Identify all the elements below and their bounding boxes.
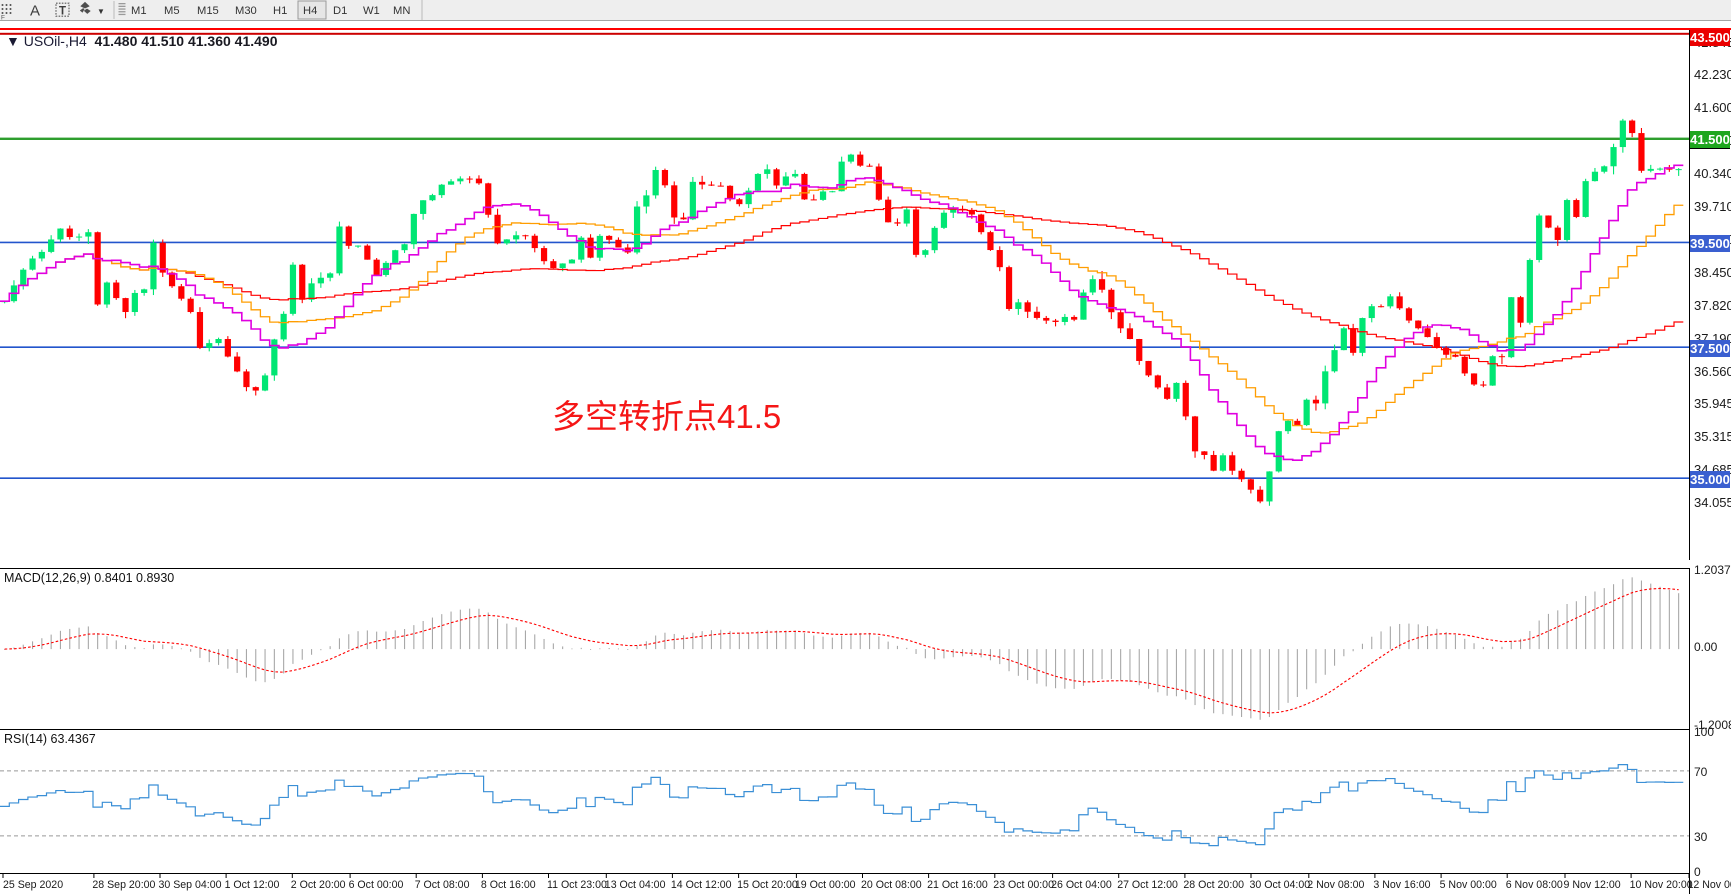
svg-text:D1: D1 xyxy=(333,5,347,17)
svg-text:T: T xyxy=(59,6,66,18)
svg-text:H4: H4 xyxy=(303,5,317,17)
svg-text:A: A xyxy=(30,3,40,20)
svg-text:M5: M5 xyxy=(164,5,180,17)
svg-text:MN: MN xyxy=(393,5,410,17)
svg-text:M15: M15 xyxy=(197,5,219,17)
svg-text:W1: W1 xyxy=(363,5,380,17)
svg-text:M30: M30 xyxy=(235,5,257,17)
svg-text:▼: ▼ xyxy=(97,7,105,16)
svg-text:M1: M1 xyxy=(131,5,147,17)
svg-text:H1: H1 xyxy=(273,5,287,17)
